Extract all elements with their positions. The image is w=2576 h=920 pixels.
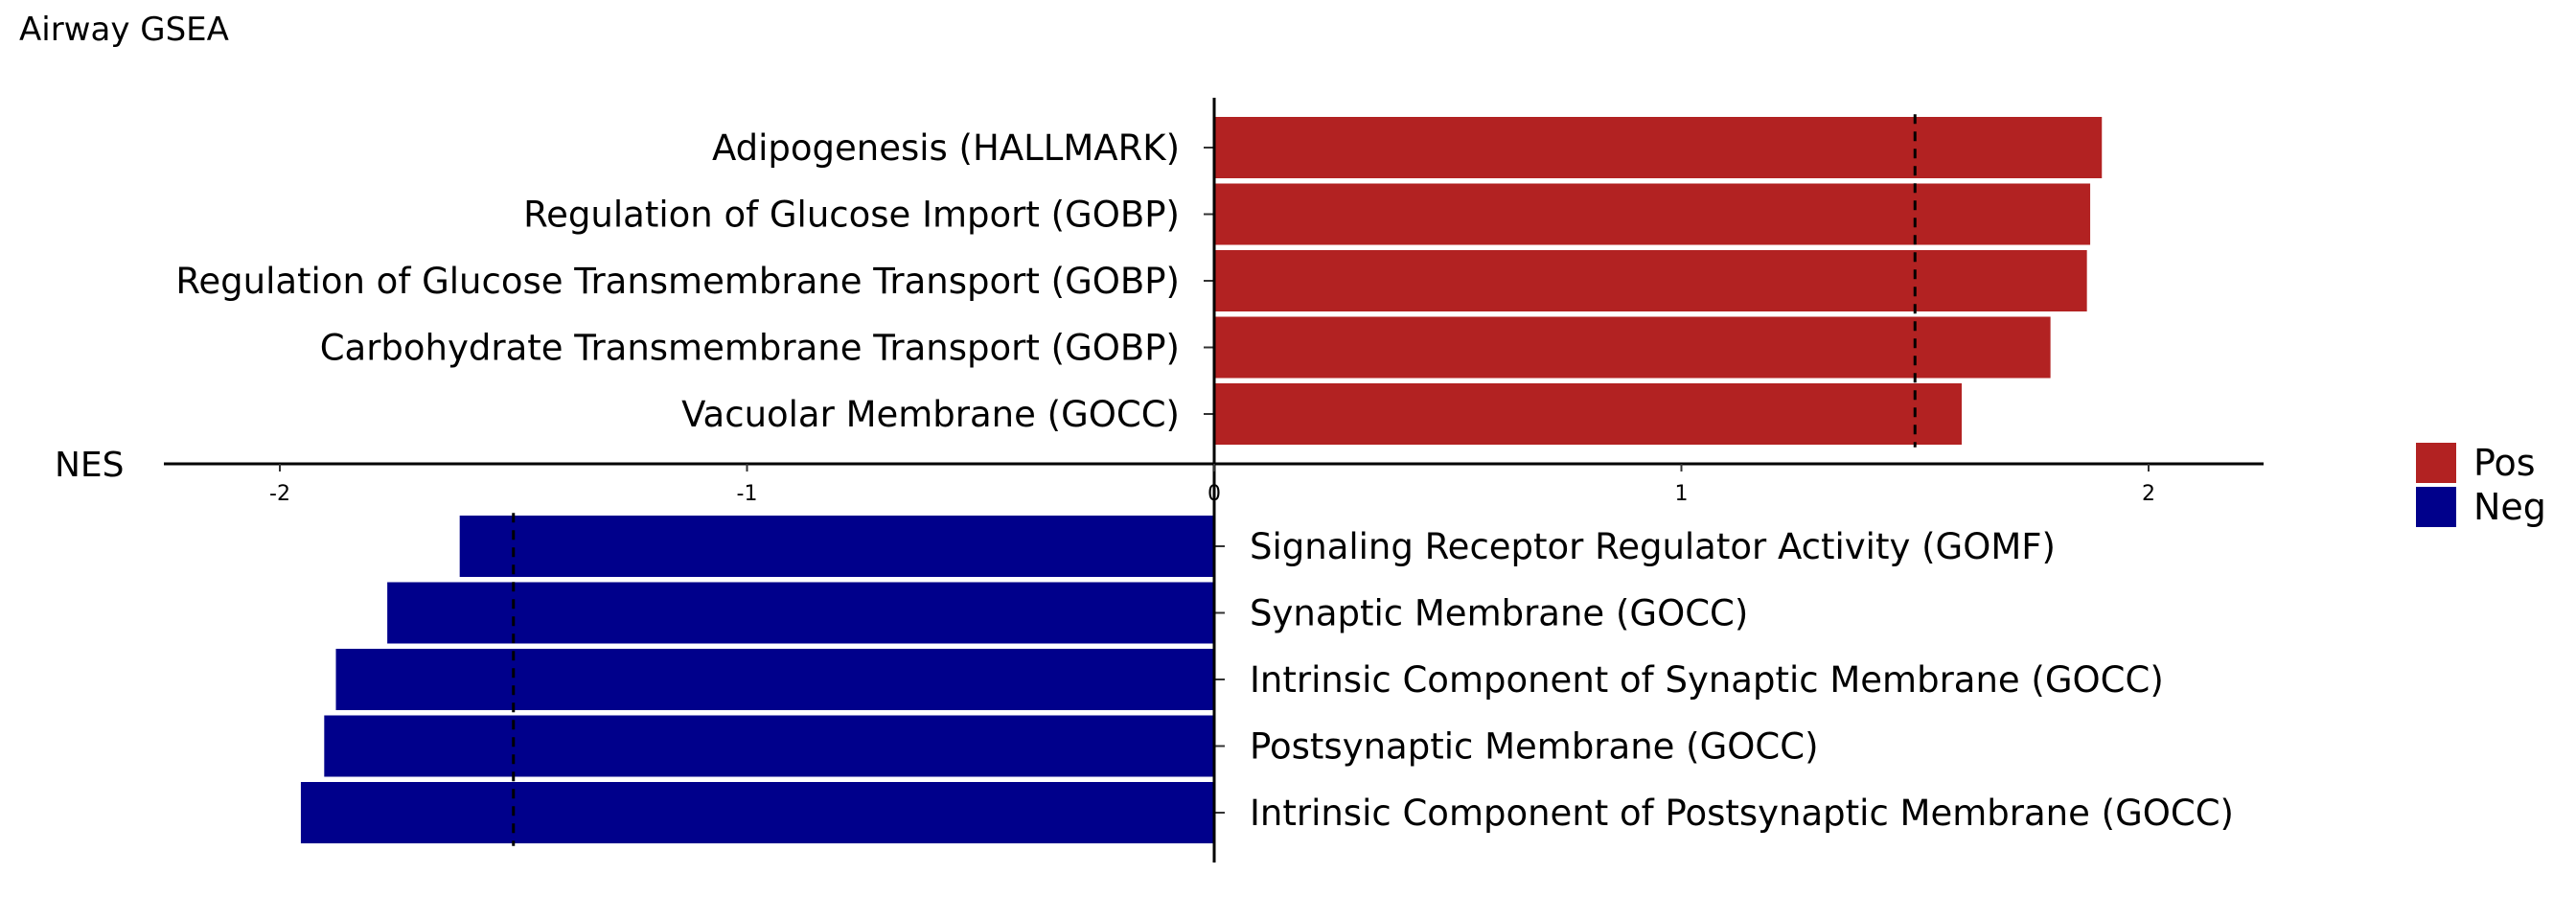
term-labels-group: Adipogenesis (HALLMARK) Regulation of Glu…	[175, 127, 2234, 834]
term-label-pos-4: Vacuolar Membrane (GOCC)	[681, 394, 1180, 435]
term-label-pos-1: Regulation of Glucose Import (GOBP)	[523, 195, 1180, 236]
bar-pos-0	[1214, 117, 2103, 178]
term-label-neg-4: Intrinsic Component of Postsynaptic Memb…	[1250, 793, 2234, 834]
x-axis-label: NES	[55, 446, 125, 485]
term-label-pos-0: Adipogenesis (HALLMARK)	[712, 127, 1180, 169]
bars-group	[300, 117, 2103, 843]
x-tick-label-1: -1	[737, 482, 758, 506]
term-label-neg-2: Intrinsic Component of Synaptic Membrane…	[1250, 659, 2164, 701]
bar-neg-3	[324, 715, 1214, 777]
legend-swatch-neg	[2416, 487, 2456, 527]
bar-neg-2	[335, 649, 1214, 710]
legend-label-pos: Pos	[2473, 442, 2536, 484]
bar-neg-1	[387, 582, 1214, 644]
bar-pos-4	[1214, 383, 1962, 445]
x-tick-label-0: -2	[269, 482, 290, 506]
chart-title: Airway GSEA	[19, 11, 229, 49]
term-label-neg-0: Signaling Receptor Regulator Activity (G…	[1250, 526, 2056, 567]
x-ticks-group: -2 -1 0 1 2	[269, 464, 2155, 506]
bar-neg-0	[459, 516, 1214, 577]
legend-swatch-pos	[2416, 443, 2456, 483]
bar-pos-3	[1214, 316, 2051, 379]
x-tick-label-3: 1	[1675, 482, 1689, 506]
x-tick-label-2: 0	[1208, 482, 1221, 506]
bar-pos-2	[1214, 250, 2087, 311]
bar-neg-4	[300, 782, 1214, 843]
term-label-pos-2: Regulation of Glucose Transmembrane Tran…	[175, 261, 1180, 302]
bar-pos-1	[1214, 183, 2091, 245]
term-label-neg-3: Postsynaptic Membrane (GOCC)	[1250, 726, 1819, 768]
legend-label-neg: Neg	[2473, 486, 2546, 528]
term-label-pos-3: Carbohydrate Transmembrane Transport (GO…	[320, 328, 1180, 369]
x-tick-label-4: 2	[2142, 482, 2155, 506]
term-label-neg-1: Synaptic Membrane (GOCC)	[1250, 593, 1748, 634]
threshold-lines-group	[512, 114, 1917, 846]
